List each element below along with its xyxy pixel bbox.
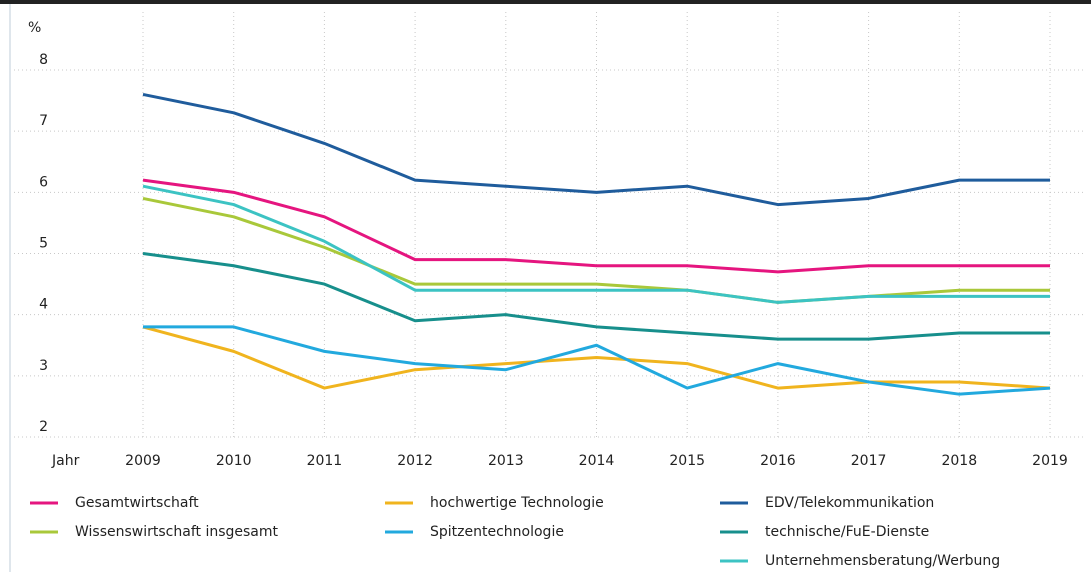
x-tick-label: 2009 [125, 453, 161, 469]
y-tick-label: 6 [39, 174, 48, 190]
legend-label: Wissenswirtschaft insgesamt [75, 524, 279, 540]
series-line [142, 252, 1050, 341]
x-tick-label: 2012 [397, 453, 433, 469]
top-border [0, 0, 1091, 4]
x-tick-label: 2017 [851, 453, 887, 469]
x-tick-label: 2019 [1032, 453, 1068, 469]
legend-label: Spitzentechnologie [430, 524, 564, 540]
y-tick-label: 4 [39, 297, 48, 313]
x-tick-label: 2014 [579, 453, 615, 469]
series-line [142, 325, 1051, 390]
legend-label: Unternehmensberatung/Werbung [765, 553, 1000, 569]
x-tick-label: 2015 [669, 453, 705, 469]
x-tick-label: 2018 [941, 453, 977, 469]
x-tick-label: 2010 [216, 453, 252, 469]
series-line [143, 325, 1051, 396]
y-tick-label: 3 [39, 358, 48, 374]
x-tick-label: 2013 [488, 453, 524, 469]
y-tick-label: 5 [39, 236, 48, 252]
y-tick-label: 8 [39, 52, 48, 68]
legend-label: EDV/Telekommunikation [765, 495, 934, 511]
series-line [142, 178, 1050, 274]
legend-label: Gesamtwirtschaft [75, 495, 199, 511]
y-axis-label: % [28, 20, 41, 36]
x-axis-label: Jahr [51, 453, 80, 469]
x-tick-label: 2011 [307, 453, 343, 469]
series-line [142, 92, 1050, 207]
series-line [142, 196, 1050, 304]
legend-label: hochwertige Technologie [430, 495, 604, 511]
legend-label: technische/FuE-Dienste [765, 524, 929, 540]
series-line [142, 184, 1050, 304]
y-tick-label: 7 [39, 113, 48, 129]
x-tick-label: 2016 [760, 453, 796, 469]
y-tick-label: 2 [39, 419, 48, 435]
